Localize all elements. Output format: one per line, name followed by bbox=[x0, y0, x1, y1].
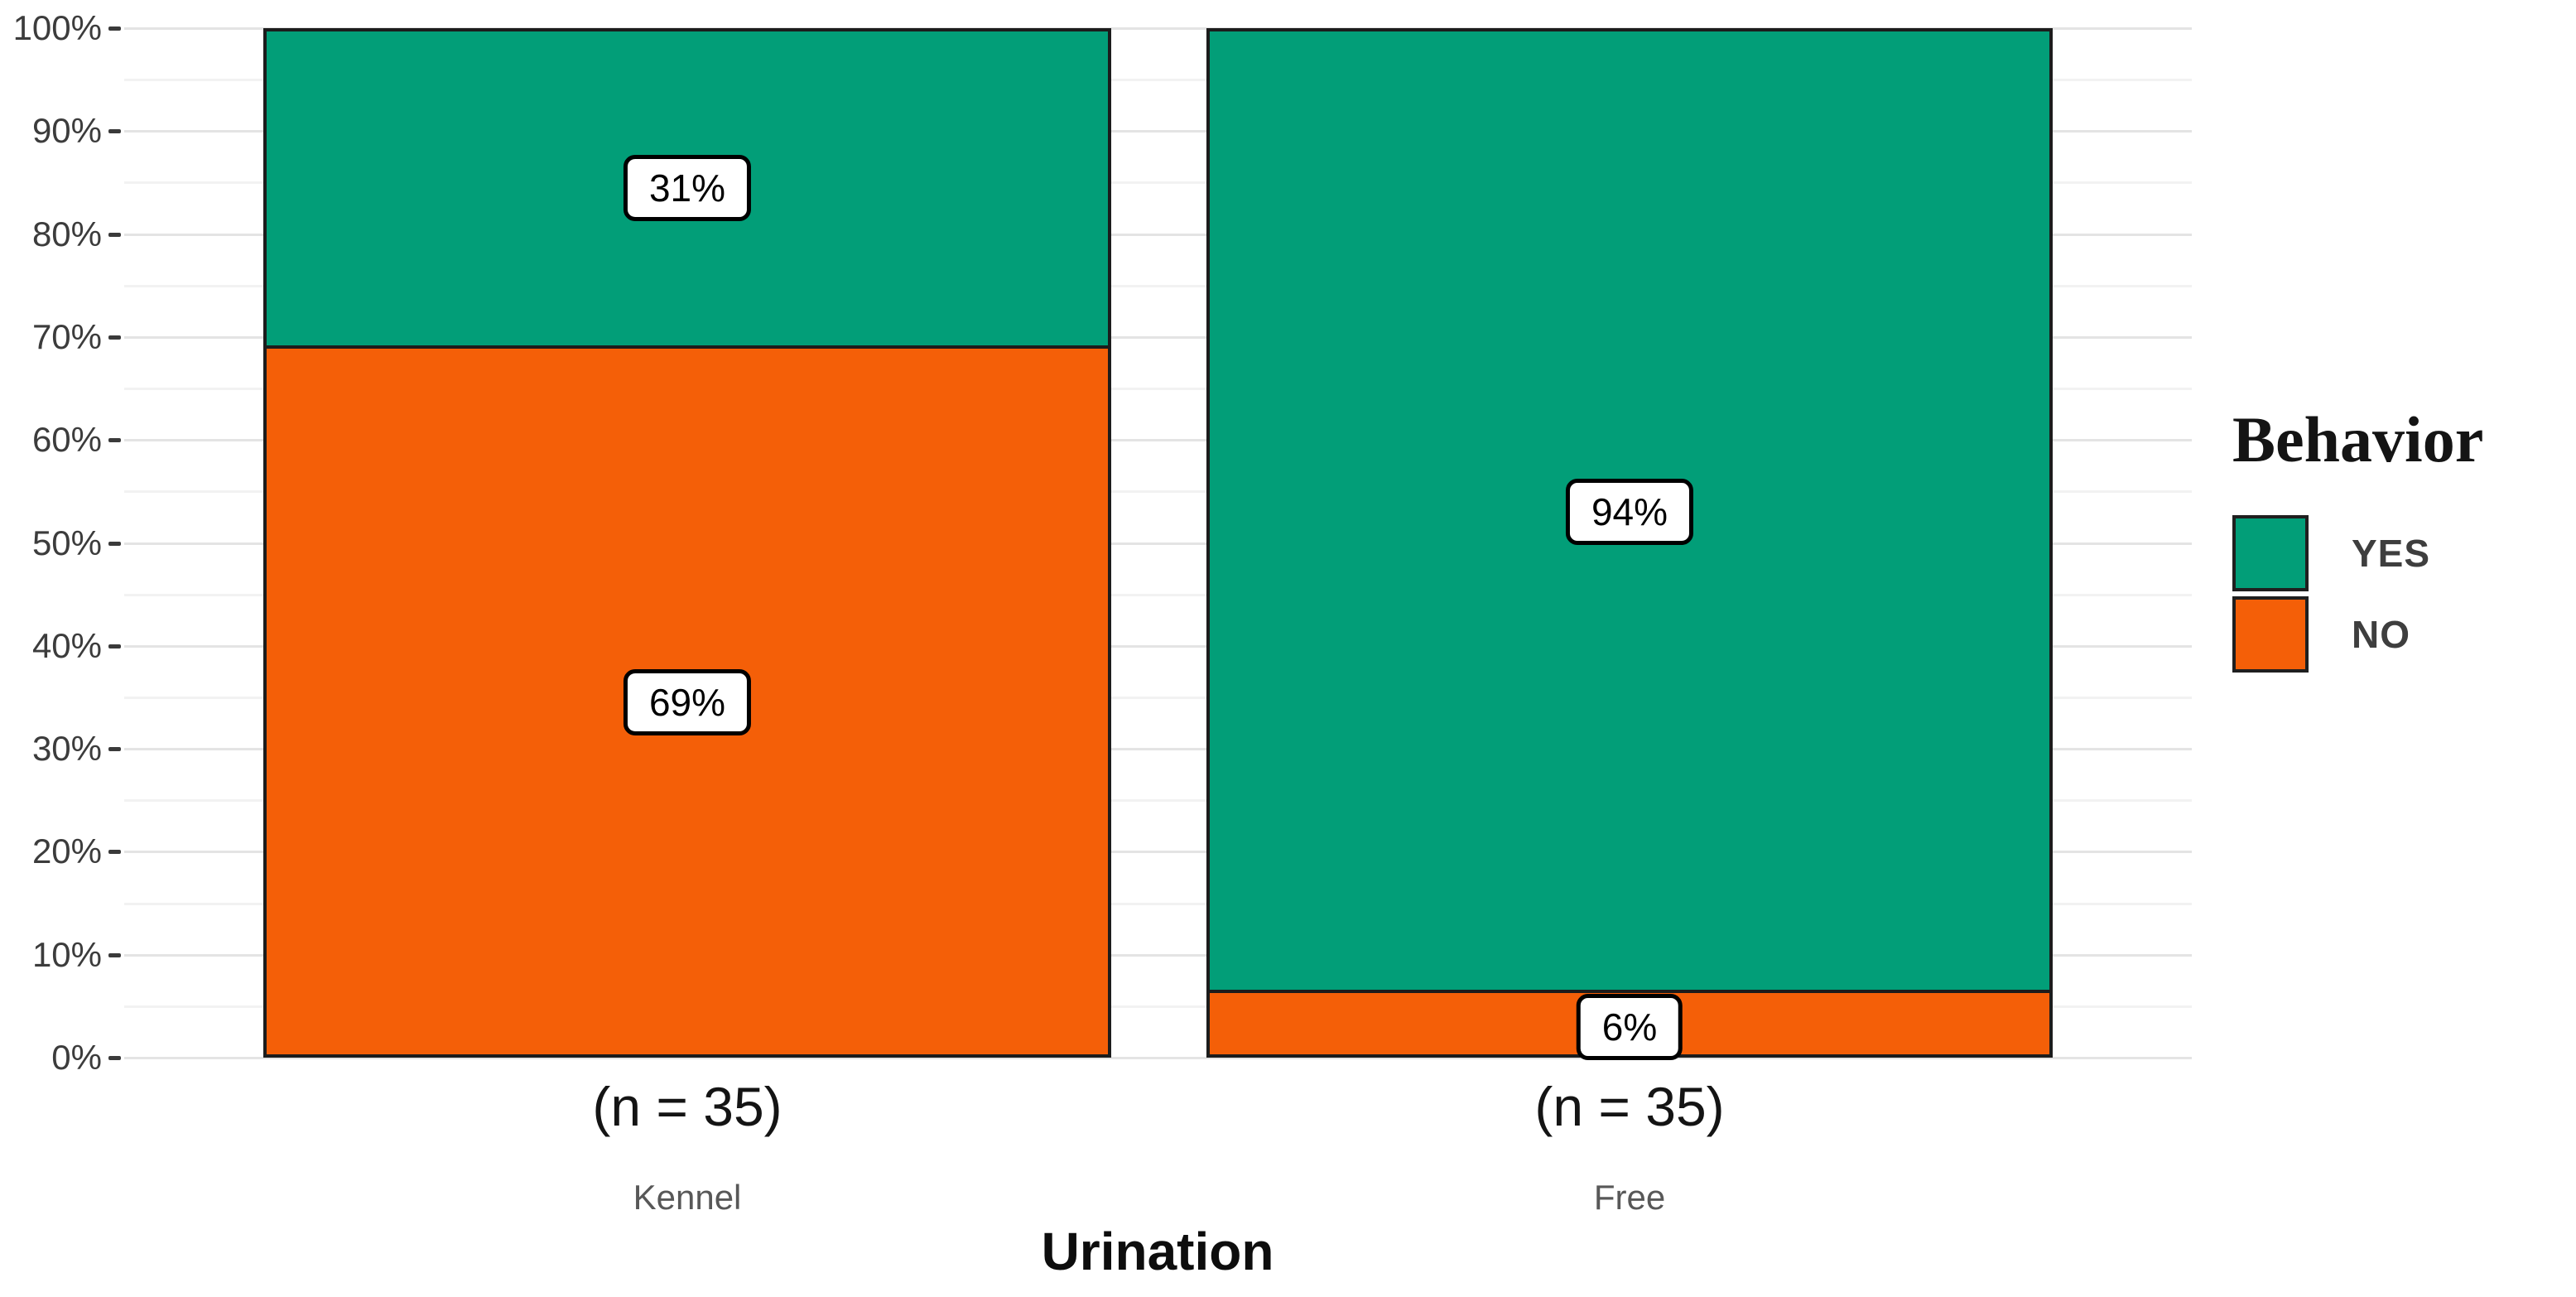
y-tick-mark-80 bbox=[108, 232, 121, 237]
gridline-major-90 bbox=[124, 130, 2192, 133]
legend-label-yes: YES bbox=[2352, 532, 2431, 575]
category-sublabel-free: (n = 35) bbox=[1534, 1076, 1725, 1137]
gridline-major-60 bbox=[124, 439, 2192, 442]
value-label-free-yes: 94% bbox=[1565, 479, 1694, 546]
gridline-major-70 bbox=[124, 335, 2192, 339]
y-tick-label-80: 80% bbox=[31, 214, 102, 253]
y-tick-label-40: 40% bbox=[31, 625, 102, 665]
y-tick-mark-30 bbox=[108, 747, 121, 752]
gridline-minor-25 bbox=[124, 799, 2192, 803]
gridline-major-40 bbox=[124, 644, 2192, 648]
y-tick-mark-0 bbox=[108, 1056, 121, 1060]
legend-title: Behavior bbox=[2232, 403, 2484, 475]
gridline-minor-55 bbox=[124, 490, 2192, 494]
y-tick-label-30: 30% bbox=[31, 729, 102, 769]
x-axis-title: Urination bbox=[1041, 1222, 1274, 1281]
y-tick-mark-100 bbox=[108, 27, 121, 31]
legend: Behavior YES NO bbox=[2232, 403, 2576, 677]
gridline-minor-5 bbox=[124, 1005, 2192, 1008]
gridline-minor-15 bbox=[124, 902, 2192, 905]
gridline-major-80 bbox=[124, 233, 2192, 236]
plot-area: 31% 69% 94% 6% bbox=[124, 27, 2192, 1060]
y-tick-label-50: 50% bbox=[31, 523, 102, 562]
gridline-minor-45 bbox=[124, 593, 2192, 596]
value-label-kennel-no: 69% bbox=[623, 669, 752, 736]
y-tick-mark-50 bbox=[108, 541, 121, 546]
y-tick-label-70: 70% bbox=[31, 316, 102, 356]
category-label-kennel: Kennel bbox=[633, 1178, 742, 1217]
gridline-minor-75 bbox=[124, 284, 2192, 287]
gridline-minor-85 bbox=[124, 181, 2192, 185]
legend-swatch-no bbox=[2232, 596, 2309, 673]
y-tick-label-100: 100% bbox=[12, 8, 102, 47]
gridline-major-0 bbox=[124, 1057, 2192, 1059]
gridline-minor-65 bbox=[124, 388, 2192, 391]
category-label-free: Free bbox=[1593, 1178, 1666, 1217]
legend-rows: YES NO bbox=[2232, 515, 2576, 673]
y-tick-mark-70 bbox=[108, 335, 121, 340]
y-axis: 0% 10% 20% 30% 40% 50% 60% 70% 80% 90% 100% bbox=[0, 0, 124, 1297]
value-label-kennel-yes: 31% bbox=[623, 154, 752, 221]
y-tick-mark-20 bbox=[108, 850, 121, 855]
y-tick-label-90: 90% bbox=[31, 111, 102, 151]
legend-label-no: NO bbox=[2352, 613, 2410, 656]
gridline-major-30 bbox=[124, 748, 2192, 751]
y-tick-mark-60 bbox=[108, 438, 121, 443]
y-tick-label-60: 60% bbox=[31, 420, 102, 460]
category-sublabel-kennel: (n = 35) bbox=[592, 1076, 782, 1137]
gridline-minor-35 bbox=[124, 696, 2192, 699]
legend-swatch-yes bbox=[2232, 515, 2309, 591]
y-tick-label-0: 0% bbox=[51, 1038, 102, 1077]
y-tick-mark-10 bbox=[108, 952, 121, 957]
legend-item-no: NO bbox=[2232, 596, 2576, 673]
gridline-minor-95 bbox=[124, 79, 2192, 82]
y-tick-mark-40 bbox=[108, 644, 121, 648]
y-tick-mark-90 bbox=[108, 129, 121, 134]
gridline-major-20 bbox=[124, 851, 2192, 854]
y-tick-label-20: 20% bbox=[31, 832, 102, 871]
gridline-major-10 bbox=[124, 953, 2192, 957]
gridline-major-100 bbox=[124, 27, 2192, 30]
y-tick-label-10: 10% bbox=[31, 934, 102, 974]
legend-item-yes: YES bbox=[2232, 515, 2576, 591]
value-label-free-no: 6% bbox=[1576, 993, 1683, 1060]
gridline-major-50 bbox=[124, 542, 2192, 545]
